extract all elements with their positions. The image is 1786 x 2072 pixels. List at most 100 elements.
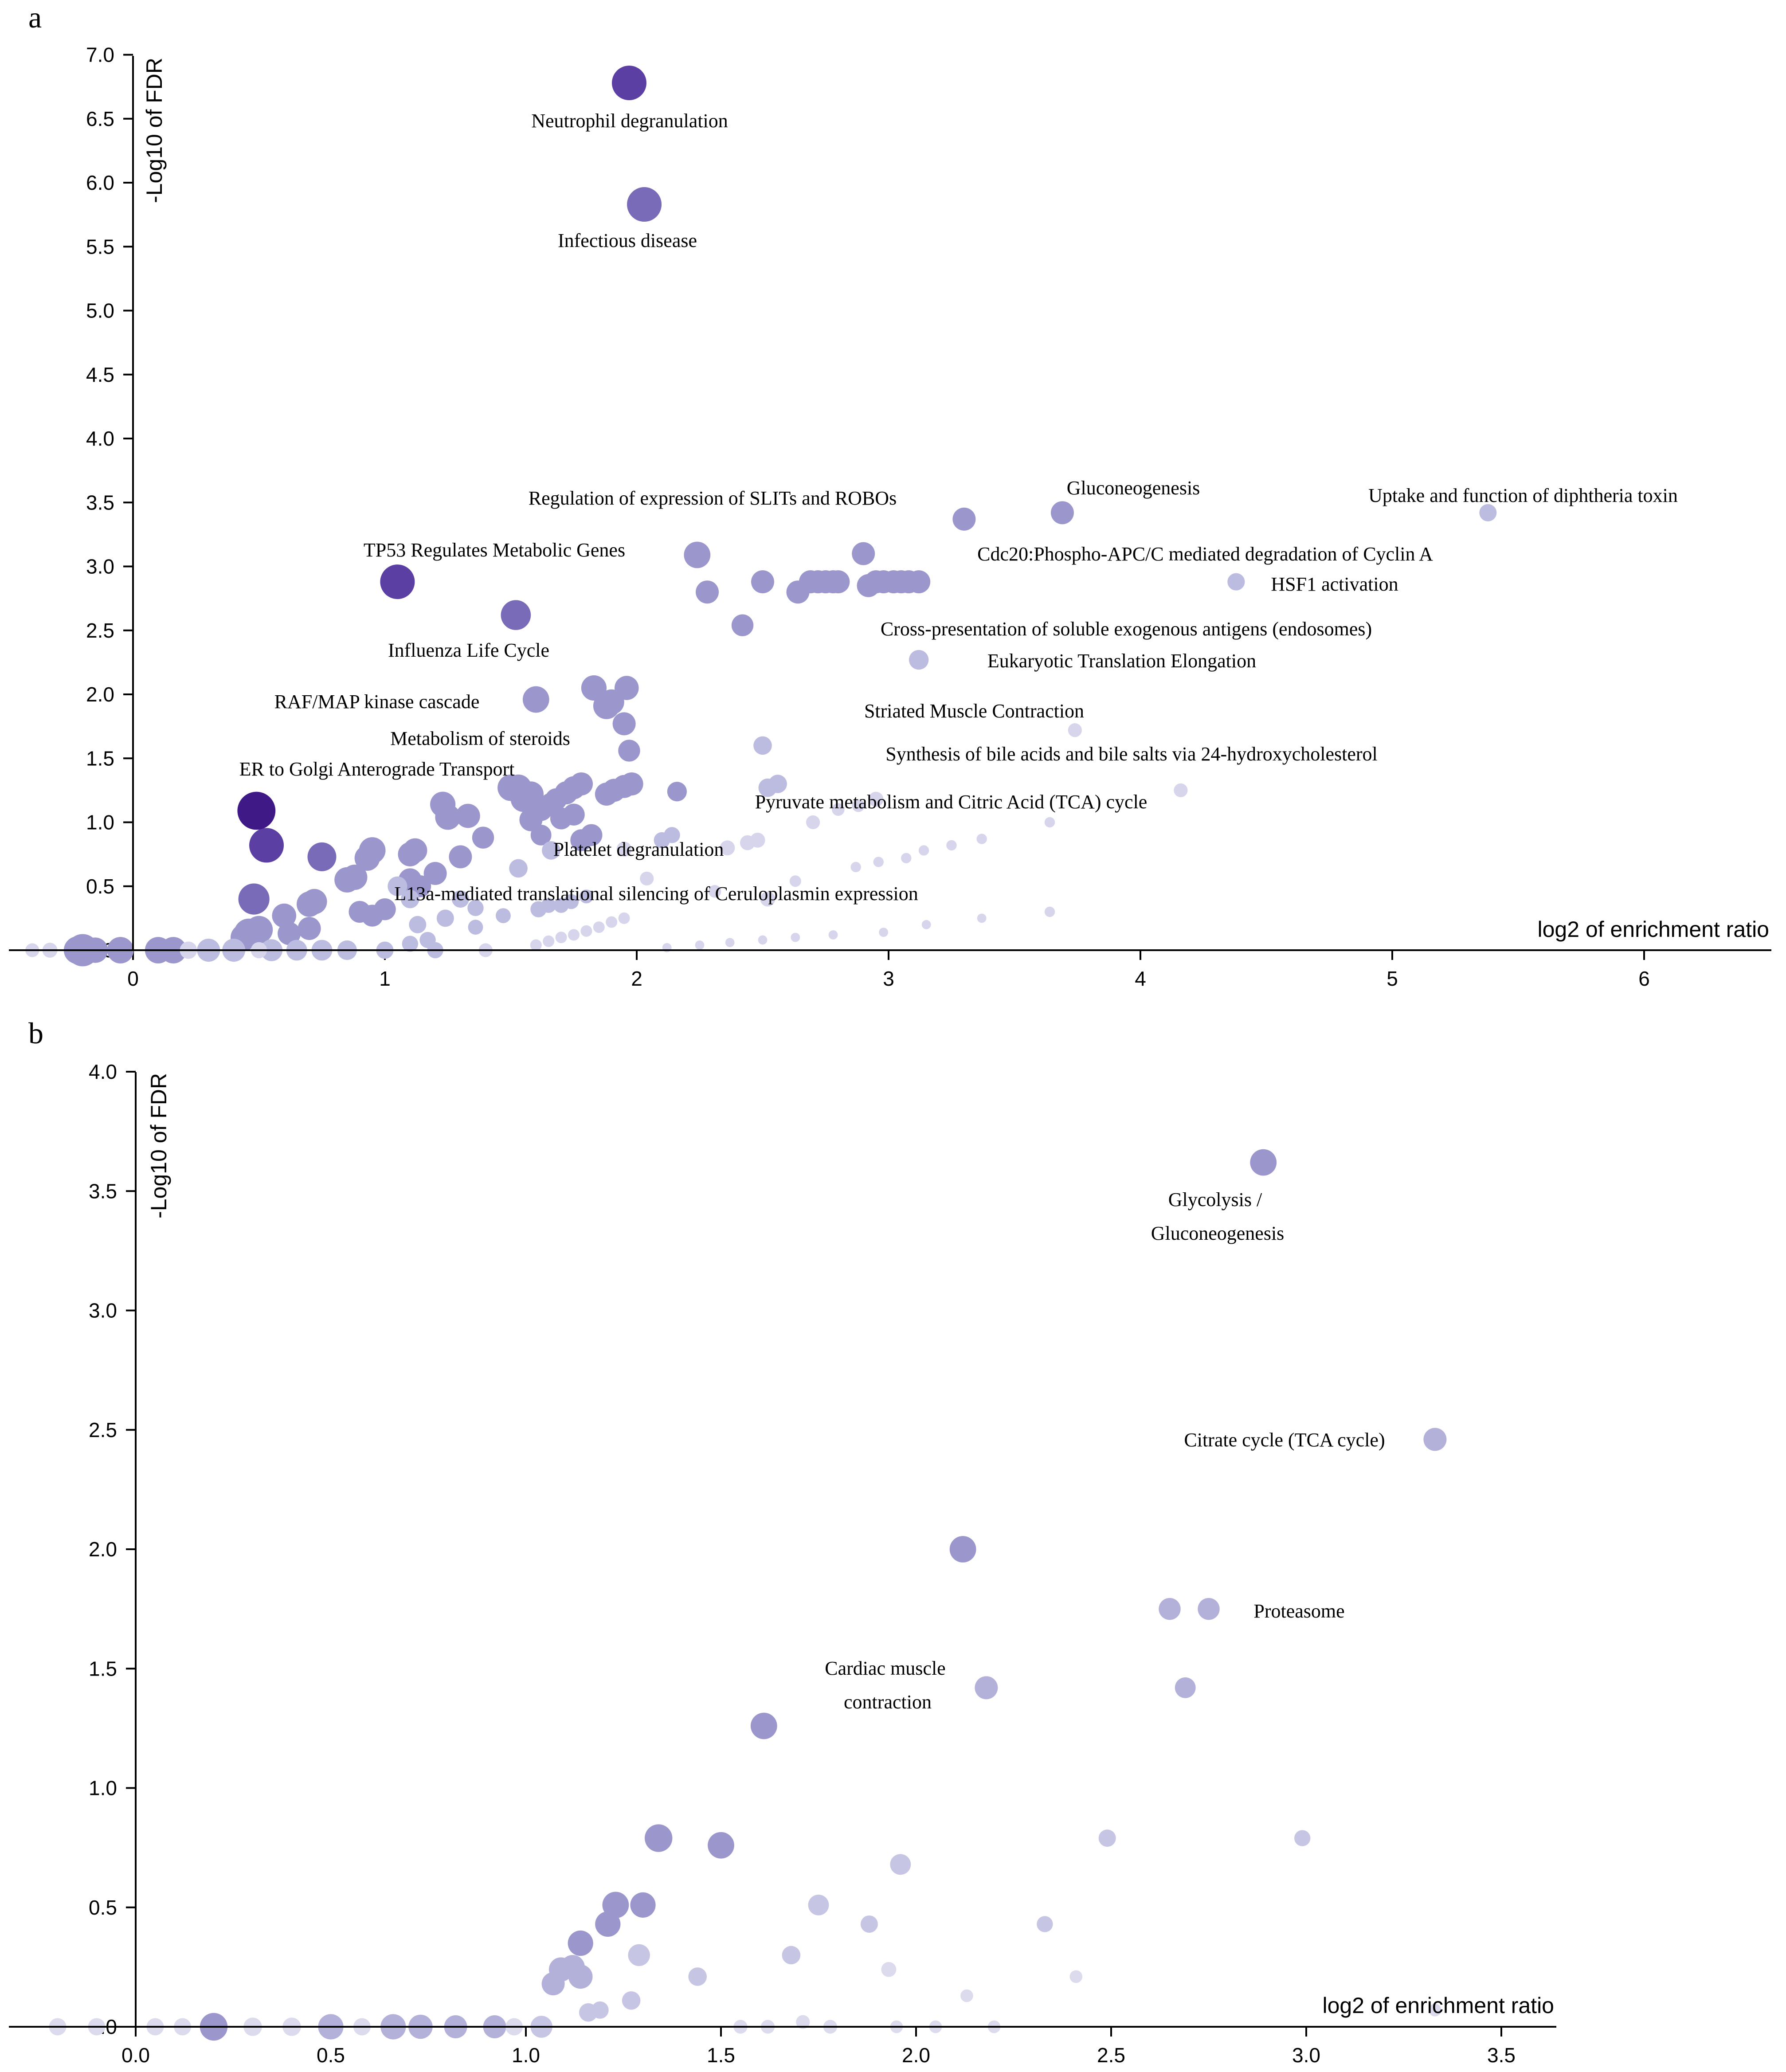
panel-a-y-tick-label: 4.5 <box>86 363 114 386</box>
data-point <box>640 871 654 886</box>
panel-a-y-tick-label: 6.5 <box>86 107 114 130</box>
data-point <box>628 1944 650 1966</box>
data-point <box>708 1832 734 1859</box>
data-point <box>960 1989 973 2002</box>
label-raf-map-kinase-cascade: RAF/MAP kinase cascade <box>274 691 480 713</box>
data-point <box>402 936 418 952</box>
panel-b-annotations: Glycolysis / Gluconeogenesis Citrate cyc… <box>825 1189 1385 1713</box>
data-point <box>374 898 396 920</box>
panel-a-y-tick-label: 7.0 <box>86 43 114 67</box>
data-point <box>684 541 711 568</box>
data-point <box>806 815 820 830</box>
data-point <box>890 1854 911 1875</box>
label-cardiac-line-2: contraction <box>844 1691 932 1713</box>
label-l13a-mediated-translational-silencing: L13a-mediated translational silencing of… <box>394 883 918 905</box>
data-point-synthesis-of-bile-acids-and-bile-salts-via-24-hydroxycholesterol <box>1174 783 1188 797</box>
data-point <box>751 570 774 594</box>
data-point <box>796 2015 810 2029</box>
panel-b-x-tick-label: 1.5 <box>707 2044 735 2067</box>
data-point <box>667 782 687 802</box>
data-point <box>541 898 556 913</box>
data-point <box>808 1894 829 1915</box>
panel-b-x-tick-label: 1.0 <box>512 2044 540 2067</box>
panel-b-x-tick-label: 3.0 <box>1292 2044 1320 2067</box>
data-point <box>1037 1916 1053 1932</box>
data-point <box>828 930 838 940</box>
label-glycolysis-gluconeogenesis: Glycolysis / Gluconeogenesis <box>1151 1189 1285 1244</box>
label-tp53-regulates-metabolic-genes: TP53 Regulates Metabolic Genes <box>364 539 625 561</box>
data-point-proteasome <box>1198 1598 1220 1620</box>
data-point <box>580 925 592 937</box>
data-point <box>468 920 483 935</box>
data-point-uptake-and-function-of-diphtheria-toxin <box>1479 504 1497 521</box>
data-point <box>731 614 754 636</box>
label-proteasome: Proteasome <box>1253 1600 1344 1622</box>
label-citrate-cycle-tca-cycle: Citrate cycle (TCA cycle) <box>1184 1429 1385 1451</box>
data-point-cardiac-muscle-contraction <box>975 1676 998 1700</box>
panel-a-label: a <box>28 0 42 34</box>
data-point <box>949 1536 976 1563</box>
data-point <box>1175 1677 1196 1698</box>
data-point <box>1044 817 1055 828</box>
data-point <box>782 1946 801 1965</box>
data-point <box>401 889 419 909</box>
data-point <box>509 859 528 878</box>
data-point <box>850 862 861 873</box>
data-point <box>645 1824 673 1852</box>
label-gluconeogenesis: Gluconeogenesis <box>1067 477 1200 499</box>
panel-b-y-tick-label: 4.0 <box>89 1060 117 1083</box>
data-point <box>832 803 845 816</box>
panel-a-x-tick-label: 3 <box>883 967 894 990</box>
data-point <box>881 1962 897 1977</box>
panel-a-y-tick-label: 1.5 <box>86 747 114 770</box>
panel-b-x-tick-label: 2.0 <box>902 2044 930 2067</box>
data-point-pyruvate-metabolism-and-citric-acid-tca-cycle <box>868 791 884 807</box>
label-metabolism-of-steroids: Metabolism of steroids <box>390 728 570 749</box>
data-point <box>708 885 721 898</box>
data-point <box>606 916 618 928</box>
data-point <box>423 862 447 885</box>
data-point <box>545 788 567 811</box>
panel-a-y-tick-label: 3.5 <box>86 491 114 514</box>
panel-a-x-tick-label: 2 <box>631 967 642 990</box>
panel-a-points <box>25 65 1497 967</box>
data-point-striated-muscle-contraction <box>1068 723 1082 737</box>
panel-b-x-axis-title: log2 of enrichment ratio <box>1322 1993 1554 2018</box>
data-point <box>618 912 630 924</box>
label-neutrophil-degranulation: Neutrophil degranulation <box>531 110 728 132</box>
data-point <box>409 916 427 933</box>
data-point-tp53-regulates-metabolic-genes <box>380 564 415 599</box>
label-er-to-golgi-anterograde-transport: ER to Golgi Anterograde Transport <box>239 758 515 780</box>
panel-a-annotations: Neutrophil degranulation Infectious dise… <box>239 110 1678 905</box>
data-point <box>750 832 765 848</box>
label-glycolysis-line-2: Gluconeogenesis <box>1151 1222 1285 1244</box>
data-point <box>879 928 889 937</box>
data-point <box>467 900 484 916</box>
data-point <box>1294 1830 1311 1846</box>
panel-a-axes <box>9 56 1771 951</box>
panel-b-y-tick-label: 2.5 <box>89 1418 117 1441</box>
panel-b-x-tick-label: 0.5 <box>317 2044 345 2067</box>
data-point <box>456 803 480 828</box>
panel-a-x-tick-label: 4 <box>1135 967 1146 990</box>
panel-a-y-tick-label: 2.5 <box>86 619 114 642</box>
data-point-citrate-cycle-tca-cycle <box>1423 1428 1447 1451</box>
panel-a-y-tick-label: 6.0 <box>86 171 114 194</box>
data-point <box>1044 906 1055 917</box>
data-point <box>901 853 912 863</box>
data-point <box>302 889 327 914</box>
data-point-glycolysis-gluconeogenesis <box>1250 1149 1277 1176</box>
data-point <box>688 1967 707 1986</box>
data-point <box>873 857 884 867</box>
panel-b-y-tick-label: 1.5 <box>89 1657 117 1680</box>
panel-b-y-tick-label: 3.5 <box>89 1179 117 1202</box>
panel-b-y-tick-label: 1.0 <box>89 1777 117 1800</box>
data-point <box>614 676 639 700</box>
data-point <box>696 580 719 604</box>
label-regulation-of-expression-of-slits-and-robos: Regulation of expression of SLITs and RO… <box>529 487 897 509</box>
data-point <box>579 889 593 904</box>
panel-b-y-axis-title: -Log10 of FDR <box>146 1073 171 1218</box>
data-point-er-to-golgi-anterograde-transport <box>237 791 276 830</box>
data-point <box>272 903 297 928</box>
data-point <box>1069 1970 1083 1983</box>
